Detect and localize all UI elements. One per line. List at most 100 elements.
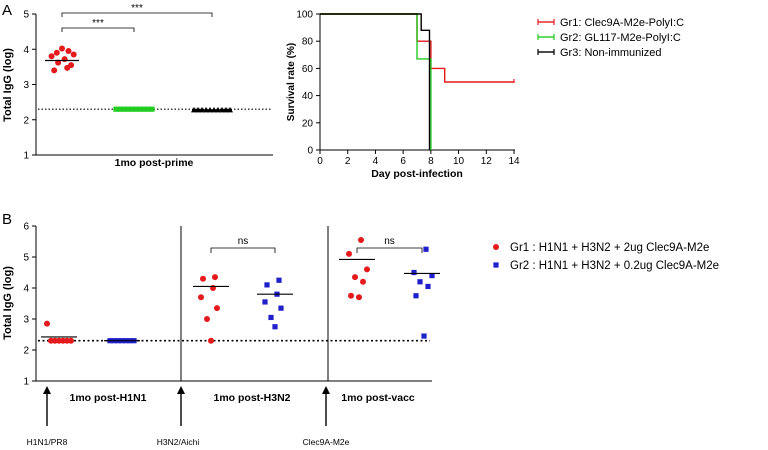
a2-y-tick-label: 0 [307, 146, 313, 157]
b-data-point [423, 246, 429, 252]
b-data-point [429, 273, 435, 279]
b-data-point [212, 274, 218, 281]
b-data-point [360, 278, 366, 285]
b-data-point [352, 274, 358, 281]
chart-b: 1 2 3 4 5 6 ns ns 1mo post-H1N1 1mo post-H3N2 1m… [2, 222, 719, 448]
a2-survival-line [320, 13, 432, 150]
a2-y-axis-title: Survival rate (%) [286, 43, 297, 121]
a2-y-tick-label: 100 [296, 10, 313, 21]
b-legend-marker [493, 244, 499, 250]
a1-y-tick-label: 5 [23, 10, 29, 21]
b-data-point [421, 333, 427, 339]
b-data-point [346, 250, 352, 257]
b-legend: Gr1 : H1N1 + H3N2 + 2ug Clec9A-M2e Gr2 : … [493, 242, 719, 272]
b-data-point [210, 285, 216, 291]
a2-x-axis-title: Day post-infection [371, 168, 463, 180]
a2-x-tick-label: 14 [508, 156, 520, 167]
b-data-point [268, 314, 274, 321]
b-timeline-arrowhead [322, 386, 330, 394]
a2-legend: Gr1: Clec9A-M2e-PolyI:C Gr2: GL117-M2e-Po… [537, 17, 684, 59]
b-y-tick-label: 1 [23, 377, 29, 388]
a2-x-tick-label: 0 [317, 156, 323, 167]
b-data-point [417, 279, 423, 285]
panel-a-label: A [2, 2, 12, 19]
a2-survival-line [320, 13, 431, 150]
b-legend-marker [493, 262, 499, 268]
b-data-point [364, 266, 370, 273]
b-data-point [278, 305, 284, 311]
b-timeline-label: H1N1/PR8 [27, 437, 68, 447]
a2-y-tick-label: 40 [302, 91, 314, 102]
b-significance-label: ns [238, 236, 249, 247]
a2-y-tick-label: 80 [302, 37, 314, 48]
b-data-point [200, 275, 206, 282]
b-data-point [358, 236, 364, 243]
b-timeline-label: H3N2/Aichi [157, 437, 200, 447]
b-data-point [413, 293, 419, 299]
b-y-tick-label: 5 [23, 253, 29, 264]
b-legend-label: Gr1 : H1N1 + H3N2 + 2ug Clec9A-M2e [510, 242, 709, 254]
b-data-point [348, 292, 354, 299]
a2-y-tick-label: 20 [302, 118, 314, 129]
a1-data-point [51, 67, 58, 74]
a1-data-point [61, 56, 68, 63]
b-y-tick-label: 4 [23, 284, 29, 295]
a2-legend-label: Gr1: Clec9A-M2e-PolyI:C [560, 17, 684, 29]
a1-data-point [59, 45, 65, 52]
b-data-point [204, 316, 210, 322]
b-y-tick-label: 2 [23, 346, 29, 357]
a2-x-tick-label: 12 [481, 156, 493, 167]
a1-significance-label: *** [92, 18, 104, 29]
b-timeline-arrowhead [177, 386, 185, 394]
b-data-point [264, 282, 270, 288]
a1-data-point [70, 51, 77, 58]
b-y-axis-title: Total IgG (log) [2, 266, 14, 340]
a1-y-axis-title: Total IgG (log) [2, 48, 14, 122]
b-data-point [262, 299, 268, 305]
a1-data-point [65, 48, 72, 55]
b-significance-label: ns [384, 236, 395, 247]
b-data-point [411, 269, 417, 276]
b-significance-bracket [356, 247, 423, 253]
a1-data-point [64, 64, 71, 71]
panel-b-label: B [2, 211, 12, 228]
a1-x-axis-title: 1mo post-prime [115, 157, 194, 169]
a1-data-point [53, 49, 60, 56]
a1-y-tick-label: 4 [23, 45, 29, 56]
a2-y-tick-label: 60 [302, 64, 314, 75]
b-legend-label: Gr2 : H1N1 + H3N2 + 0.2ug Clec9A-M2e [510, 260, 719, 272]
a1-data-point [48, 53, 55, 60]
a2-x-tick-label: 2 [345, 156, 351, 167]
b-data-point [272, 324, 278, 330]
chart-a2: 0 2 4 6 8 10 12 14 0 20 40 60 80 100 Survival rate (%… [286, 10, 684, 181]
a2-x-tick-label: 6 [400, 156, 406, 167]
b-data-point [198, 294, 204, 301]
a2-legend-label: Gr2: GL117-M2e-PolyI:C [560, 32, 681, 44]
a1-y-tick-label: 3 [23, 80, 29, 91]
a2-legend-label: Gr3: Non-immunized [560, 47, 661, 59]
a1-y-tick-label: 1 [23, 151, 29, 162]
b-category-label: 1mo post-H3N2 [213, 392, 290, 404]
b-y-tick-label: 3 [23, 315, 29, 326]
b-category-label: 1mo post-vacc [341, 392, 415, 404]
b-y-tick-label: 6 [23, 222, 29, 233]
a1-significance-bracket [61, 12, 213, 17]
a1-data-point [55, 59, 62, 66]
a2-x-tick-label: 8 [428, 156, 434, 167]
b-data-point [44, 320, 50, 327]
b-category-label: 1mo post-H1N1 [69, 392, 146, 404]
b-data-point [356, 294, 362, 301]
a1-y-tick-label: 2 [23, 115, 29, 126]
b-data-point [425, 283, 431, 290]
b-data-point [276, 277, 282, 283]
b-data-point [208, 337, 214, 344]
chart-a1: 1 2 3 4 5 *** *** Total IgG (log) 1mo post-pr… [2, 3, 273, 169]
a1-significance-label: *** [131, 3, 143, 14]
b-timeline-arrowhead [43, 386, 51, 394]
b-data-point [68, 337, 74, 344]
a2-x-tick-label: 4 [373, 156, 379, 167]
a2-x-tick-label: 10 [453, 156, 465, 167]
b-significance-bracket [210, 247, 276, 253]
b-data-point [214, 305, 220, 312]
